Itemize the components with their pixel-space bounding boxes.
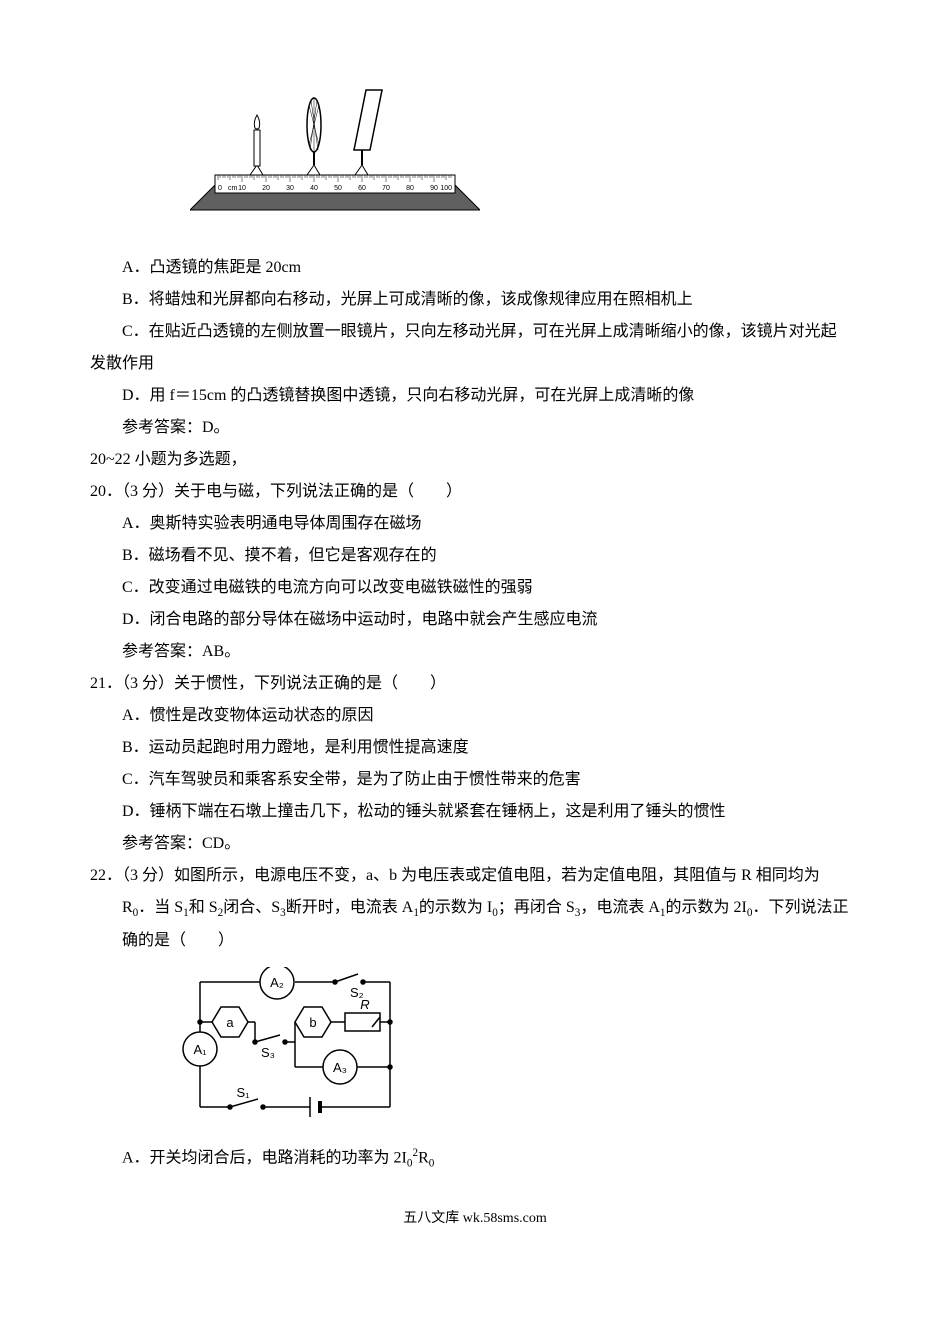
q22-t9: ．下列说法正 <box>752 899 848 916</box>
q21-answer: 参考答案：CD。 <box>90 828 860 860</box>
q19-option-a: A．凸透镜的焦距是 20cm <box>90 252 860 284</box>
label-s1: S₁ <box>236 1085 250 1100</box>
q22-r: R <box>122 899 133 916</box>
circuit-svg: A₂ A₁ A₃ a b R S₂ S₃ S₁ <box>180 967 410 1122</box>
q22-t5: 的示数为 I <box>419 899 492 916</box>
q19-option-d: D．用 f＝15cm 的凸透镜替换图中透镜，只向右移动光屏，可在光屏上成清晰的像 <box>90 380 860 412</box>
section-note: 20~22 小题为多选题， <box>90 444 860 476</box>
optics-diagram: 0 cm 10 20 30 40 50 60 70 80 90 100 <box>190 80 860 232</box>
label-b: b <box>309 1015 316 1030</box>
optics-svg: 0 cm 10 20 30 40 50 60 70 80 90 100 <box>190 80 480 220</box>
tick-100: 100 <box>440 185 452 192</box>
q19-option-b: B．将蜡烛和光屏都向右移动，光屏上可成清晰的像，该成像规律应用在照相机上 <box>90 284 860 316</box>
q22-t7: ，电流表 A <box>580 899 660 916</box>
q20-answer: 参考答案：AB。 <box>90 636 860 668</box>
q19-option-c-2: 发散作用 <box>90 348 860 380</box>
q22-stem-3: 确的是（ ） <box>90 925 860 957</box>
tick-0: 0 <box>218 185 222 192</box>
label-s3: S₃ <box>261 1045 275 1060</box>
tick-70: 70 <box>382 185 390 192</box>
label-a: a <box>226 1015 234 1030</box>
label-s2: S₂ <box>350 985 364 1000</box>
tick-unit: cm <box>228 185 238 192</box>
q21-option-d: D．锤柄下端在石墩上撞击几下，松动的锤头就紧套在锤柄上，这是利用了锤头的惯性 <box>90 796 860 828</box>
q22-t3: 闭合、S <box>223 899 280 916</box>
q19-answer: 参考答案：D。 <box>90 412 860 444</box>
q22-t2: 和 S <box>189 899 218 916</box>
q21-option-a: A．惯性是改变物体运动状态的原因 <box>90 700 860 732</box>
label-a1: A₁ <box>193 1042 207 1057</box>
tick-10: 10 <box>238 185 246 192</box>
q22-t4: 断开时，电流表 A <box>286 899 414 916</box>
q22-t1: ．当 S <box>138 899 183 916</box>
tick-90: 90 <box>430 185 438 192</box>
q20-stem: 20．（3 分）关于电与磁，下列说法正确的是（ ） <box>90 476 860 508</box>
tick-40: 40 <box>310 185 318 192</box>
q22-a-post: R <box>418 1149 429 1166</box>
q20-option-b: B．磁场看不见、摸不着，但它是客观存在的 <box>90 540 860 572</box>
q22-stem-1: 22．（3 分）如图所示，电源电压不变，a、b 为电压表或定值电阻，若为定值电阻… <box>90 860 860 892</box>
q22-t6: ；再闭合 S <box>498 899 575 916</box>
tick-50: 50 <box>334 185 342 192</box>
q22-stem-2: R0．当 S1和 S2闭合、S3断开时，电流表 A1的示数为 I0；再闭合 S3… <box>90 892 860 925</box>
q21-stem: 21．（3 分）关于惯性，下列说法正确的是（ ） <box>90 668 860 700</box>
screen-icon <box>354 90 382 150</box>
q22-t8: 的示数为 2I <box>666 899 747 916</box>
q20-option-d: D．闭合电路的部分导体在磁场中运动时，电路中就会产生感应电流 <box>90 604 860 636</box>
q19-option-c-1: C．在贴近凸透镜的左侧放置一眼镜片，只向左移动光屏，可在光屏上成清晰缩小的像，该… <box>90 316 860 348</box>
q21-option-b: B．运动员起跑时用力蹬地，是利用惯性提高速度 <box>90 732 860 764</box>
tick-80: 80 <box>406 185 414 192</box>
tick-30: 30 <box>286 185 294 192</box>
tick-20: 20 <box>262 185 270 192</box>
lens-stand <box>307 165 320 175</box>
q20-option-c: C．改变通过电磁铁的电流方向可以改变电磁铁磁性的强弱 <box>90 572 860 604</box>
candle-body <box>254 130 260 166</box>
candle-flame <box>254 115 259 129</box>
page-footer: 五八文库 wk.58sms.com <box>90 1205 860 1233</box>
tick-60: 60 <box>358 185 366 192</box>
screen-stand <box>355 165 368 175</box>
q20-option-a: A．奥斯特实验表明通电导体周围存在磁场 <box>90 508 860 540</box>
q22-a-pre: A．开关均闭合后，电路消耗的功率为 2I <box>122 1149 407 1166</box>
q22-option-a: A．开关均闭合后，电路消耗的功率为 2I02R0 <box>90 1142 860 1175</box>
q21-option-c: C．汽车驾驶员和乘客系安全带，是为了防止由于惯性带来的危害 <box>90 764 860 796</box>
label-a2: A₂ <box>270 975 284 990</box>
label-a3: A₃ <box>333 1060 347 1075</box>
circuit-diagram: A₂ A₁ A₃ a b R S₂ S₃ S₁ <box>180 967 860 1134</box>
